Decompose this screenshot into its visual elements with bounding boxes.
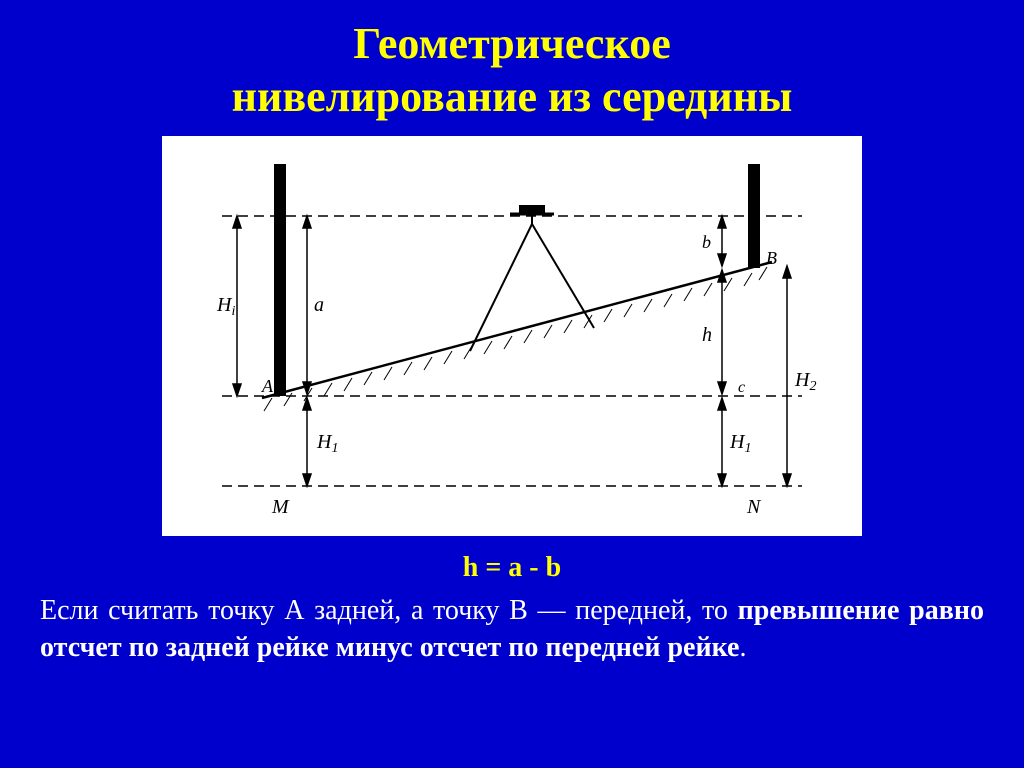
right-rod — [748, 164, 760, 268]
label-c: c — [738, 379, 745, 396]
leveling-diagram: Hi a H1 b h — [162, 136, 862, 536]
desc-period: . — [739, 632, 746, 663]
label-A: A — [261, 376, 274, 396]
label-N: N — [746, 496, 762, 518]
title-line-2: нивелирование из середины — [0, 71, 1024, 124]
label-b: b — [702, 232, 711, 252]
page-title: Геометрическое нивелирование из середины — [0, 0, 1024, 124]
label-H1-right: H1 — [729, 431, 751, 456]
dim-H2 — [783, 266, 791, 486]
label-B: B — [766, 248, 777, 268]
label-M: M — [271, 496, 290, 518]
label-a: a — [314, 294, 324, 316]
ground-hatching — [264, 267, 767, 411]
level-instrument — [470, 206, 594, 351]
label-H2: H2 — [794, 369, 816, 394]
dim-b — [718, 216, 726, 266]
dim-a — [303, 216, 311, 394]
label-Hi: Hi — [216, 294, 235, 319]
description-text: Если считать точку А задней, а точку В —… — [0, 584, 1024, 668]
left-rod — [274, 164, 286, 396]
label-H1-left: H1 — [316, 431, 338, 456]
ground-line — [262, 262, 772, 398]
dim-h — [718, 270, 726, 394]
desc-part1: Если считать точку А задней, а точку В —… — [40, 595, 738, 626]
label-h: h — [702, 324, 712, 346]
diagram-svg: Hi a H1 b h — [162, 136, 862, 536]
dim-H1-left — [303, 398, 311, 486]
dim-H1-right — [718, 398, 726, 486]
formula-text: h = a - b — [0, 552, 1024, 584]
title-line-1: Геометрическое — [0, 18, 1024, 71]
